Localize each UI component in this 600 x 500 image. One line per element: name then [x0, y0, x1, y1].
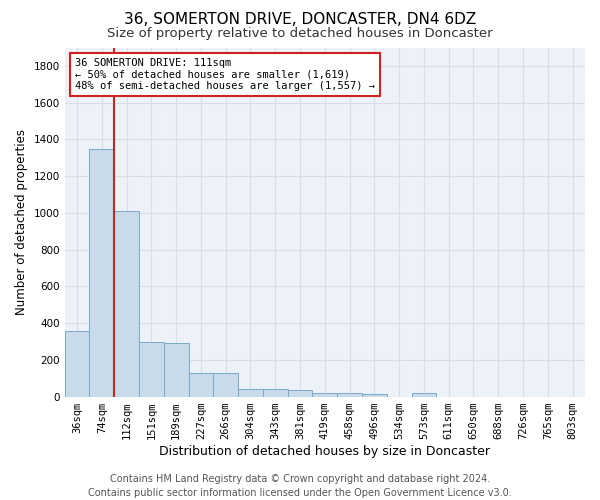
Bar	[65, 332, 89, 396]
Text: 36, SOMERTON DRIVE, DONCASTER, DN4 6DZ: 36, SOMERTON DRIVE, DONCASTER, DN4 6DZ	[124, 12, 476, 28]
Bar	[412, 393, 436, 396]
Text: Contains HM Land Registry data © Crown copyright and database right 2024.
Contai: Contains HM Land Registry data © Crown c…	[88, 474, 512, 498]
X-axis label: Distribution of detached houses by size in Doncaster: Distribution of detached houses by size …	[160, 444, 490, 458]
Bar	[238, 389, 263, 396]
Bar	[287, 390, 313, 396]
Bar	[164, 344, 188, 396]
Y-axis label: Number of detached properties: Number of detached properties	[15, 129, 28, 315]
Bar	[337, 393, 362, 396]
Text: 36 SOMERTON DRIVE: 111sqm
← 50% of detached houses are smaller (1,619)
48% of se: 36 SOMERTON DRIVE: 111sqm ← 50% of detac…	[75, 58, 375, 91]
Bar	[114, 211, 139, 396]
Bar	[139, 342, 164, 396]
Bar	[89, 150, 114, 396]
Text: Size of property relative to detached houses in Doncaster: Size of property relative to detached ho…	[107, 28, 493, 40]
Bar	[263, 389, 287, 396]
Bar	[214, 372, 238, 396]
Bar	[362, 394, 387, 396]
Bar	[313, 393, 337, 396]
Bar	[188, 372, 214, 396]
